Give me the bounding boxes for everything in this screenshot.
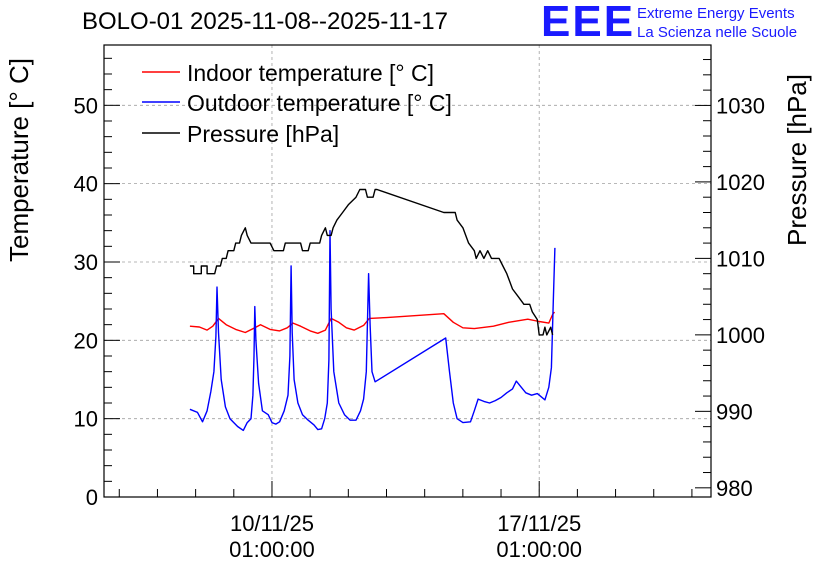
y-left-tick-label: 30 — [74, 250, 98, 275]
y-axis-label-right: Pressure [hPa] — [782, 74, 812, 246]
legend-label-outdoor: Outdoor temperature [° C] — [187, 90, 452, 116]
chart-title: BOLO-01 2025-11-08--2025-11-17 — [82, 8, 448, 35]
y-right-tick-label: 1000 — [716, 323, 765, 348]
axes-group: 01020304050980990100010101020103010/11/2… — [74, 57, 765, 562]
series-group — [189, 188, 556, 432]
series-line-indoor — [189, 311, 556, 334]
y-right-tick-label: 1020 — [716, 170, 765, 195]
x-tick-label-date: 17/11/25 — [497, 511, 581, 536]
x-tick-label-date: 10/11/25 — [230, 511, 314, 536]
y-right-tick-label: 1030 — [716, 93, 765, 118]
series-line-pressure — [189, 188, 554, 336]
y-left-tick-label: 10 — [74, 407, 98, 432]
grid — [104, 45, 711, 497]
y-left-tick-label: 50 — [74, 93, 98, 118]
eee-logo-text: EEE — [541, 0, 636, 46]
plot-frame — [103, 44, 712, 498]
y-right-tick-label: 990 — [716, 399, 753, 424]
legend-label-indoor: Indoor temperature [° C] — [187, 60, 434, 86]
y-right-tick-label: 1010 — [716, 246, 765, 271]
brand-line-2: La Scienza nelle Scuole — [637, 24, 798, 41]
legend-label-pressure: Pressure [hPa] — [187, 121, 339, 147]
y-right-tick-label: 980 — [716, 476, 753, 501]
legend: Indoor temperature [° C] Outdoor tempera… — [142, 60, 452, 147]
y-axis-label-left: Temperature [° C] — [4, 58, 34, 262]
y-left-tick-label: 40 — [74, 172, 98, 197]
y-left-tick-label: 0 — [86, 485, 98, 510]
y-left-tick-label: 20 — [74, 328, 98, 353]
brand-line-1: Extreme Energy Events — [637, 5, 795, 22]
eee-logo: EEE Extreme Energy Events La Scienza nel… — [541, 0, 831, 46]
x-tick-label-time: 01:00:00 — [229, 537, 315, 562]
x-tick-label-time: 01:00:00 — [496, 537, 582, 562]
series-line-outdoor — [189, 229, 556, 432]
